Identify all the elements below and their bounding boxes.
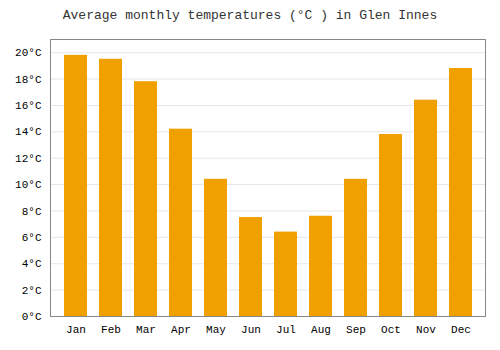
- svg-text:Jun: Jun: [241, 324, 261, 336]
- svg-text:6°C: 6°C: [22, 232, 42, 244]
- svg-text:Jul: Jul: [276, 324, 296, 336]
- svg-text:8°C: 8°C: [22, 205, 42, 217]
- svg-text:10°C: 10°C: [15, 179, 42, 191]
- svg-text:Apr: Apr: [171, 324, 191, 336]
- svg-text:4°C: 4°C: [22, 258, 42, 270]
- svg-text:Mar: Mar: [136, 324, 156, 336]
- svg-text:20°C: 20°C: [15, 47, 42, 59]
- svg-text:May: May: [206, 324, 226, 336]
- svg-text:Dec: Dec: [451, 324, 471, 336]
- svg-text:16°C: 16°C: [15, 100, 42, 112]
- svg-text:Jan: Jan: [66, 324, 86, 336]
- svg-text:18°C: 18°C: [15, 74, 42, 86]
- svg-text:Sep: Sep: [346, 324, 366, 336]
- svg-text:0°C: 0°C: [22, 311, 42, 323]
- html-text:Average monthly temperatures (: Average monthly temperatures (°C ) in Gl…: [62, 8, 438, 23]
- svg-text:14°C: 14°C: [15, 126, 42, 138]
- svg-text:Nov: Nov: [416, 324, 436, 336]
- svg-text:Feb: Feb: [101, 324, 121, 336]
- svg-text:Oct: Oct: [381, 324, 401, 336]
- svg-text:Aug: Aug: [311, 324, 331, 336]
- svg-text:12°C: 12°C: [15, 153, 42, 165]
- svg-text:2°C: 2°C: [22, 285, 42, 297]
